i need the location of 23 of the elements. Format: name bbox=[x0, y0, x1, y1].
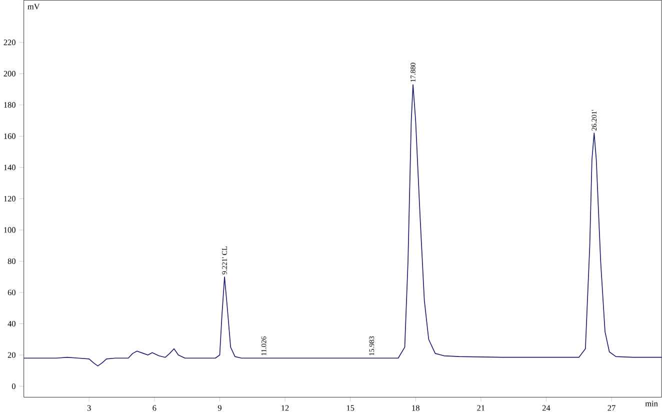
y-tick-label: 220 bbox=[4, 40, 16, 46]
y-tick-label: 120 bbox=[4, 196, 16, 202]
y-tick-label: 40 bbox=[8, 320, 16, 326]
y-tick-label: 80 bbox=[8, 258, 16, 264]
x-tick-label: 15 bbox=[346, 405, 354, 411]
x-tick-label: 21 bbox=[477, 405, 485, 411]
y-axis-title: mV bbox=[28, 4, 40, 10]
y-tick-label: 140 bbox=[4, 164, 16, 170]
y-tick-label: 0 bbox=[12, 383, 16, 389]
x-tick-label: 27 bbox=[608, 405, 616, 411]
y-tick-label: 20 bbox=[8, 352, 16, 358]
x-axis-title: min bbox=[645, 400, 658, 406]
y-tick-label: 100 bbox=[4, 227, 16, 233]
y-tick-label: 160 bbox=[4, 133, 16, 139]
x-tick-label: 3 bbox=[87, 405, 91, 411]
y-tick-label: 60 bbox=[8, 290, 16, 296]
x-tick-label: 18 bbox=[412, 405, 420, 411]
x-tick-label: 12 bbox=[282, 405, 289, 411]
y-tick-label: 180 bbox=[4, 102, 16, 108]
y-tick-label: 200 bbox=[4, 70, 16, 76]
x-tick-label: 6 bbox=[152, 405, 156, 411]
x-tick-label: 24 bbox=[542, 405, 550, 411]
x-tick-label: 9 bbox=[218, 405, 222, 411]
